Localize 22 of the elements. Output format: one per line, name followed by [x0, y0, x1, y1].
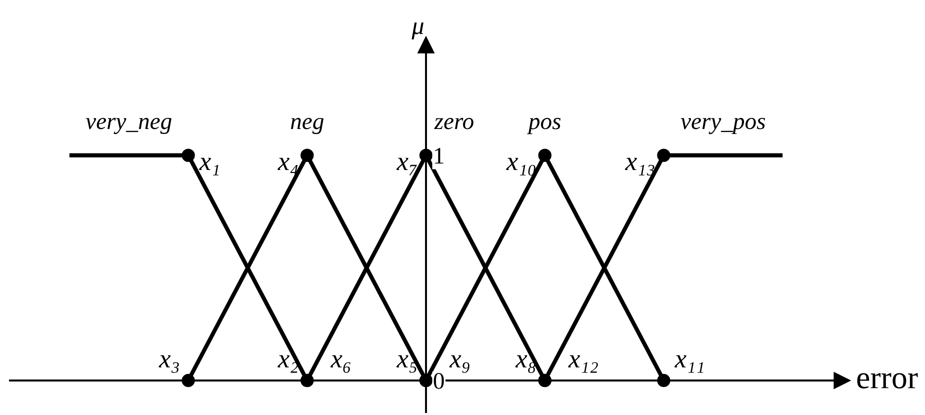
data-label: x₆: [330, 355, 350, 373]
data-label: x₁₂: [568, 355, 598, 373]
data-label: x₁₁: [674, 355, 704, 373]
data-label: x₅: [396, 355, 417, 373]
y-tick-label: 1: [435, 148, 444, 164]
series-label: pos: [527, 118, 561, 134]
data-label: x₁₀: [506, 158, 536, 176]
series-label: neg: [290, 118, 324, 134]
data-label: x₄: [278, 158, 298, 176]
y-tick-label: 0: [434, 372, 444, 389]
data-label: x₁: [199, 158, 219, 176]
data-label: x₃: [158, 355, 179, 373]
series-label: very_neg: [86, 118, 172, 134]
series-label: zero: [434, 118, 474, 130]
series-label: very_pos: [680, 118, 766, 134]
data-label: x₁₃: [624, 158, 654, 176]
data-label: x₈: [515, 355, 536, 373]
y-axis-title: μ: [412, 22, 424, 40]
data-label: x₂: [278, 355, 298, 373]
data-label: x₉: [449, 355, 470, 373]
data-label: x₇: [396, 158, 417, 176]
x-axis-title: error: [857, 373, 918, 388]
